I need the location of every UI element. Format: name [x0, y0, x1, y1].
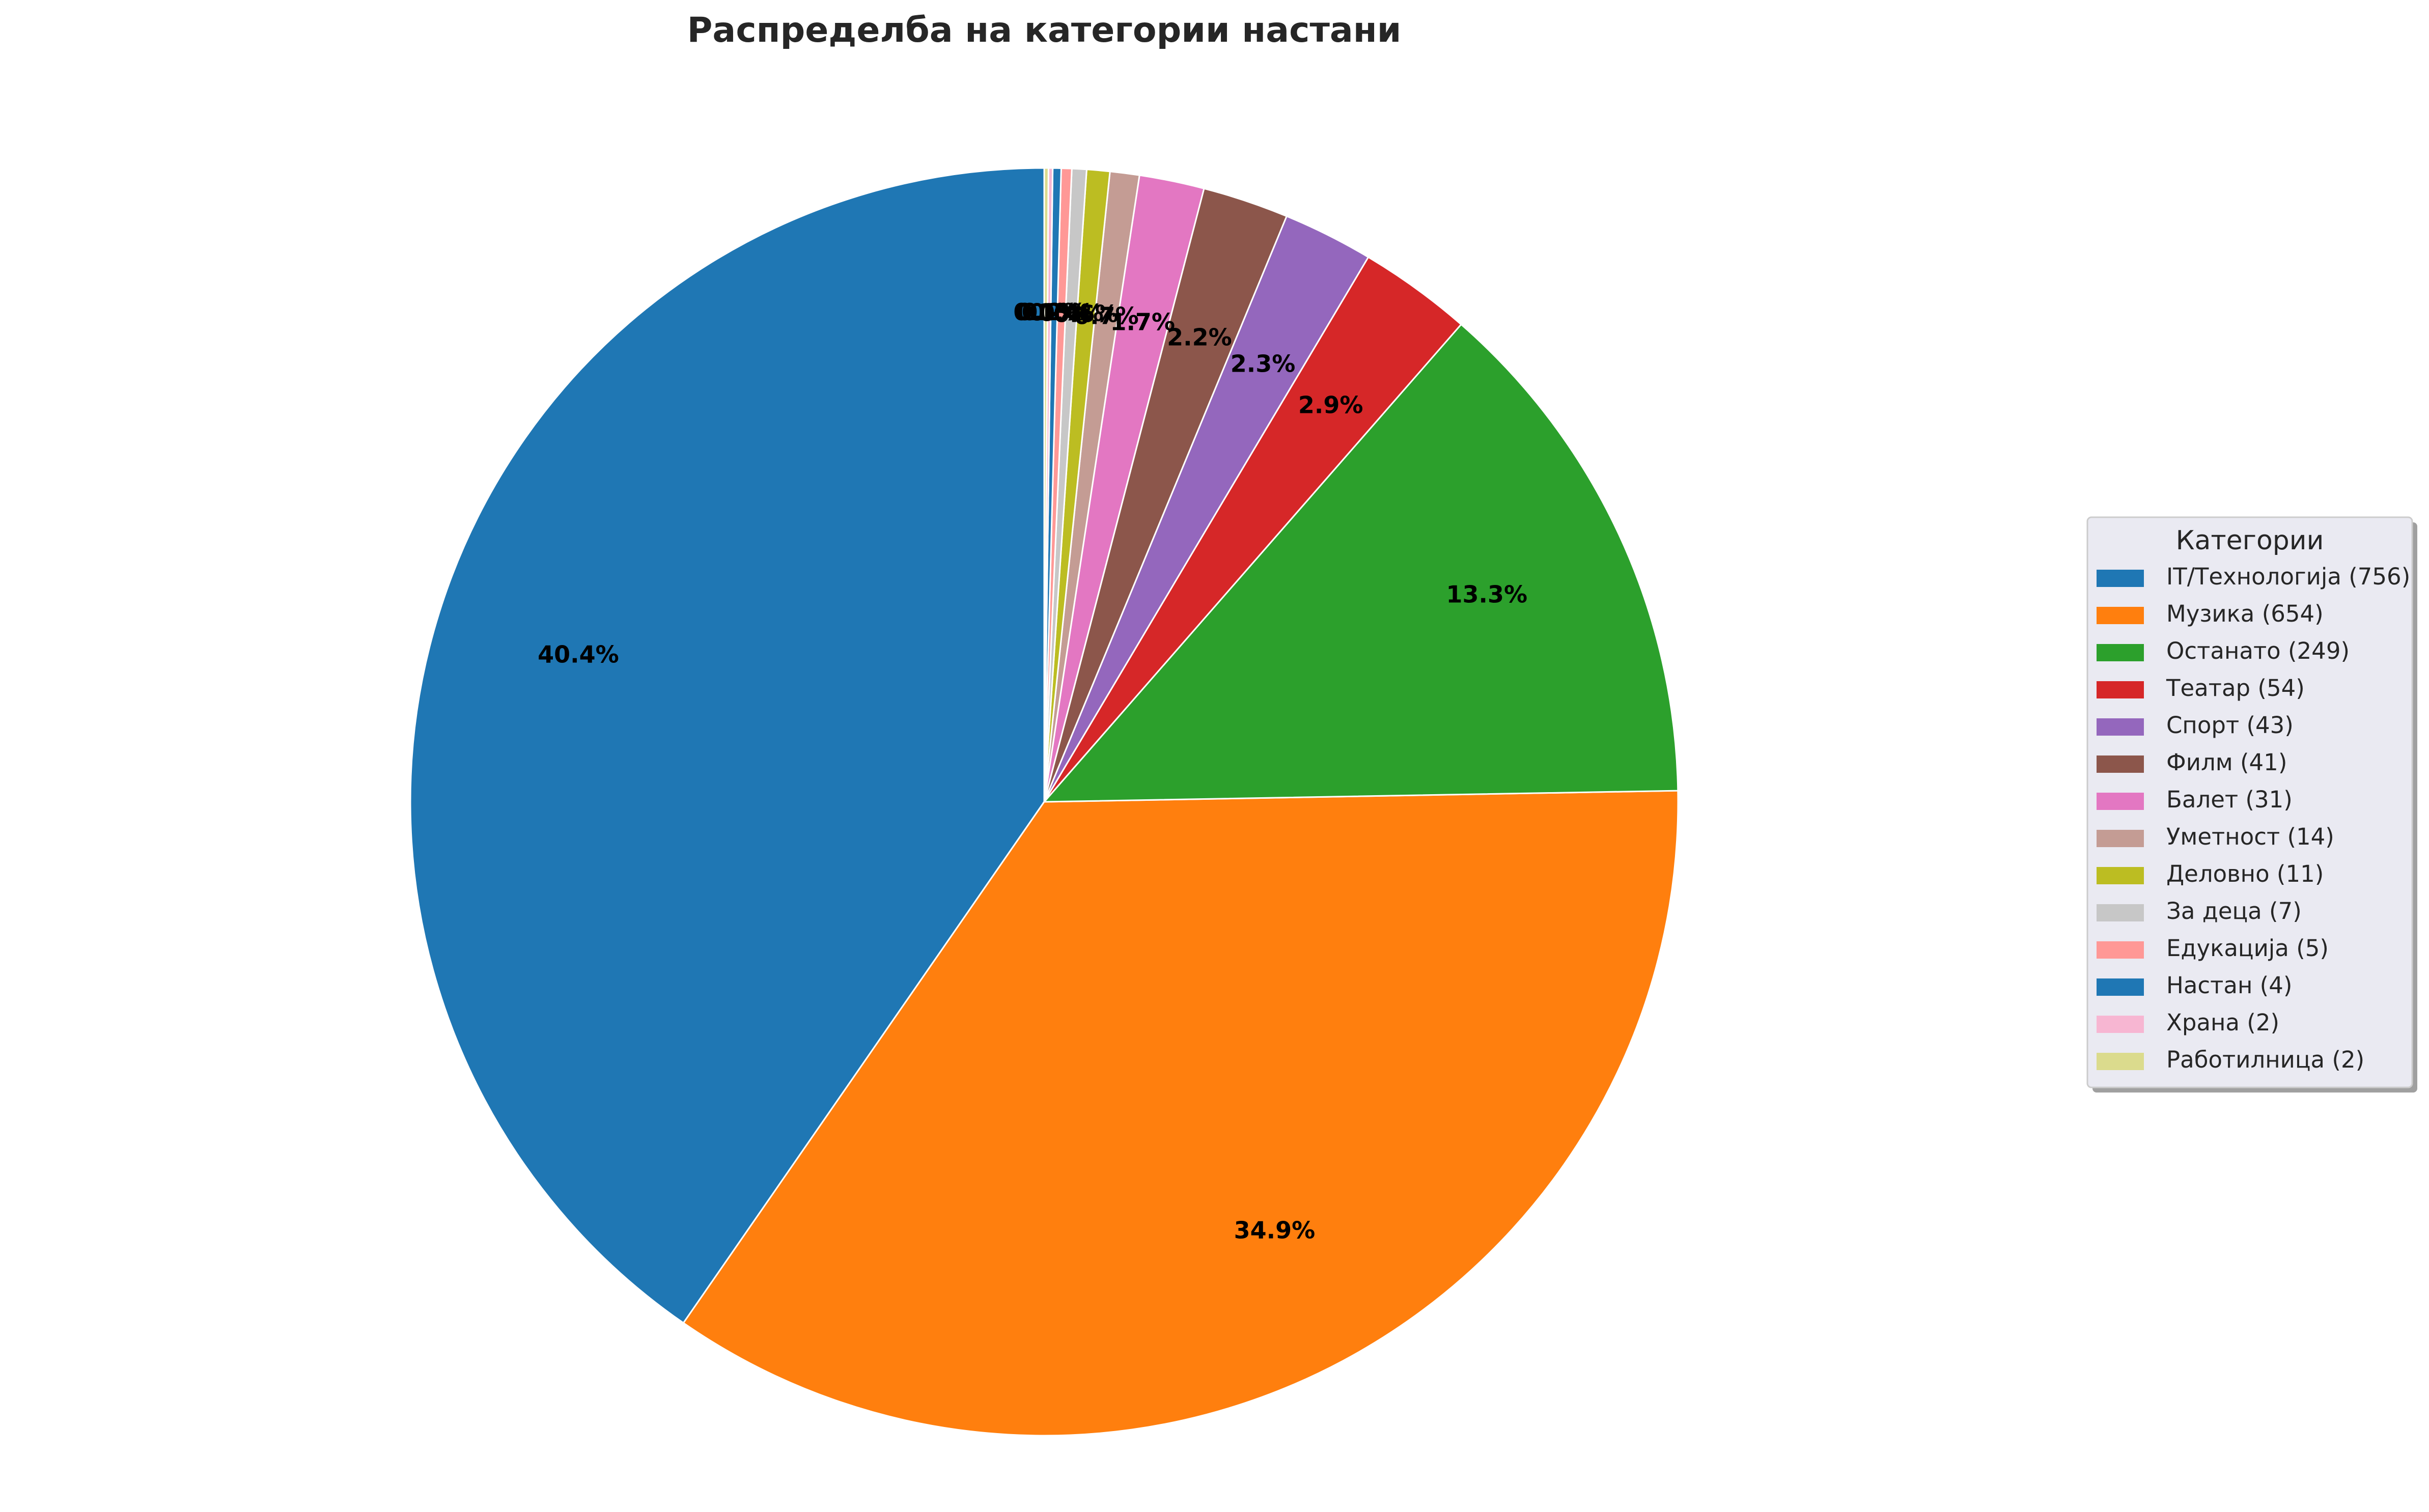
pie-slice-label-11: 0.2%: [1022, 298, 1087, 326]
pie-slice-label-10: 0.3%: [1029, 298, 1094, 326]
legend: Категории IT/Технологија (756) Музика (65…: [2086, 516, 2417, 1093]
pie-slice-label-1: 34.9%: [1234, 1217, 1316, 1244]
legend-label-0: IT/Технологија (756): [2166, 563, 2410, 590]
legend-items: IT/Технологија (756) Музика (654) Останато…: [2097, 563, 2410, 1073]
legend-swatch-2: [2097, 644, 2144, 661]
legend-label-2: Останато (249): [2166, 637, 2350, 664]
legend-swatch-3: [2097, 681, 2144, 698]
legend-label-8: Деловно (11): [2166, 860, 2324, 887]
legend-swatch-6: [2097, 793, 2144, 810]
pie-slice-label-9: 0.4%: [1039, 299, 1104, 326]
legend-label-9: За деца (7): [2166, 898, 2302, 925]
legend-swatch-7: [2097, 830, 2144, 847]
legend-label-10: Едукација (5): [2166, 935, 2329, 962]
legend-swatch-0: [2097, 570, 2144, 587]
legend-swatch-1: [2097, 607, 2144, 624]
pie-percent-labels: 40.4% 34.9% 13.3% 2.9%2.3%2.2%1.7%0.7%0.6%0…: [538, 298, 1527, 1244]
legend-label-1: Музика (654): [2166, 600, 2324, 627]
pie-slice-label-7: 0.7%: [1074, 302, 1139, 330]
pie-slice-label-5: 2.2%: [1167, 324, 1232, 351]
pie-slice-0: [409, 167, 1045, 1324]
legend-label-5: Филм (41): [2166, 749, 2287, 776]
legend-label-11: Настан (4): [2166, 972, 2292, 999]
legend-swatch-9: [2097, 904, 2144, 921]
pie-slice-label-3: 2.9%: [1298, 391, 1363, 418]
legend-label-13: Работилница (2): [2166, 1046, 2364, 1073]
pie-slice-label-2: 13.3%: [1446, 580, 1527, 608]
legend-title: Категории: [2176, 525, 2324, 556]
legend-swatch-13: [2097, 1053, 2144, 1070]
pie-slice-label-13: 0.1%: [1013, 298, 1078, 326]
pie-slices: [409, 167, 1679, 1437]
legend-swatch-5: [2097, 755, 2144, 773]
legend-swatch-10: [2097, 941, 2144, 959]
pie-slice-label-4: 2.3%: [1231, 350, 1296, 377]
legend-swatch-11: [2097, 978, 2144, 996]
pie-slice-label-12: 0.1%: [1017, 298, 1082, 326]
chart-title: Распределба на категории настани: [687, 10, 1402, 50]
pie-slice-13: [1043, 167, 1049, 802]
pie-slice-label-0: 40.4%: [538, 641, 619, 668]
pie-slice-label-6: 1.7%: [1110, 309, 1175, 336]
legend-label-6: Балет (31): [2166, 786, 2293, 813]
pie-slice-2: [1042, 323, 1679, 803]
legend-label-4: Спорт (43): [2166, 712, 2294, 739]
pie-slice-1: [682, 790, 1679, 1437]
legend-label-12: Храна (2): [2166, 1009, 2279, 1036]
legend-swatch-8: [2097, 867, 2144, 884]
legend-swatch-4: [2097, 718, 2144, 736]
pie-slice-label-8: 0.6%: [1053, 300, 1119, 327]
legend-label-3: Театар (54): [2166, 675, 2305, 702]
legend-box: [2086, 516, 2413, 1088]
legend-label-7: Уметност (14): [2166, 823, 2334, 850]
legend-swatch-12: [2097, 1016, 2144, 1033]
